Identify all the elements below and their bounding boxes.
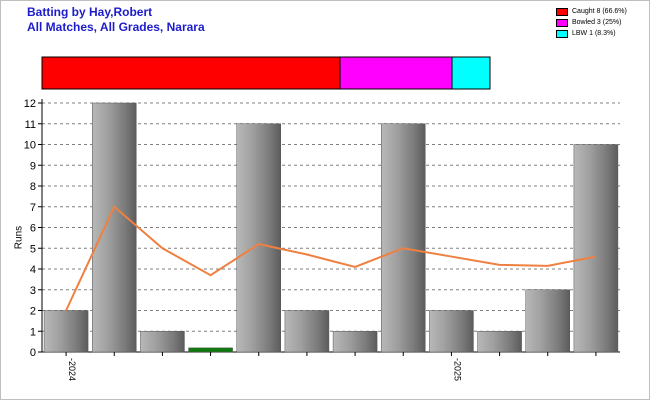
y-tick-label-4: 4 bbox=[30, 264, 36, 276]
y-tick-label-12: 12 bbox=[24, 98, 36, 110]
y-tick-label-1: 1 bbox=[30, 326, 36, 338]
average-line bbox=[65, 205, 597, 311]
legend-label-lbw: LBW 1 (8.3%) bbox=[572, 30, 616, 37]
dismissal-segment-caught bbox=[41, 56, 341, 90]
legend-swatch-bowled bbox=[556, 18, 568, 27]
y-tick-label-2: 2 bbox=[30, 306, 36, 318]
x-year-label-2024: -2024 bbox=[67, 358, 77, 381]
legend-item-bowled: Bowled 3 (25%) bbox=[556, 17, 627, 28]
bar-12 bbox=[573, 144, 619, 353]
dismissal-segment-bowled bbox=[339, 56, 453, 90]
bar-3 bbox=[140, 331, 185, 353]
bar-2 bbox=[92, 102, 137, 353]
chart-title: Batting by Hay,Robert bbox=[27, 5, 153, 19]
y-tick-label-11: 11 bbox=[25, 119, 36, 131]
y-tick-label-0: 0 bbox=[30, 347, 36, 359]
legend-swatch-caught bbox=[556, 7, 568, 16]
bar-11 bbox=[525, 289, 570, 353]
legend-swatch-lbw bbox=[556, 29, 568, 38]
bar-4 bbox=[188, 347, 233, 353]
y-tick-label-3: 3 bbox=[30, 285, 36, 297]
dismissal-segment-lbw bbox=[451, 56, 491, 90]
y-tick-label-5: 5 bbox=[30, 243, 36, 255]
legend-item-lbw: LBW 1 (8.3%) bbox=[556, 28, 627, 39]
legend-item-caught: Caught 8 (66.6%) bbox=[556, 6, 627, 17]
bar-7 bbox=[332, 331, 378, 353]
bar-9 bbox=[429, 310, 474, 353]
y-tick-label-8: 8 bbox=[30, 181, 36, 193]
legend-label-caught: Caught 8 (66.6%) bbox=[572, 8, 627, 15]
bar-6 bbox=[284, 310, 330, 353]
y-tick-label-9: 9 bbox=[30, 160, 36, 172]
bar-8 bbox=[381, 123, 426, 353]
chart-subtitle: All Matches, All Grades, Narara bbox=[27, 20, 205, 34]
bar-10 bbox=[477, 331, 522, 353]
bar-5 bbox=[236, 123, 281, 353]
legend-label-bowled: Bowled 3 (25%) bbox=[572, 19, 622, 26]
y-axis-label: Runs bbox=[13, 225, 25, 250]
y-tick-label-7: 7 bbox=[30, 202, 36, 214]
legend: Caught 8 (66.6%) Bowled 3 (25%) LBW 1 (8… bbox=[556, 6, 627, 39]
y-tick-label-6: 6 bbox=[30, 223, 36, 235]
y-tick-label-10: 10 bbox=[24, 140, 36, 152]
x-year-label-2025: -2025 bbox=[452, 358, 462, 381]
bar-1 bbox=[43, 310, 89, 353]
